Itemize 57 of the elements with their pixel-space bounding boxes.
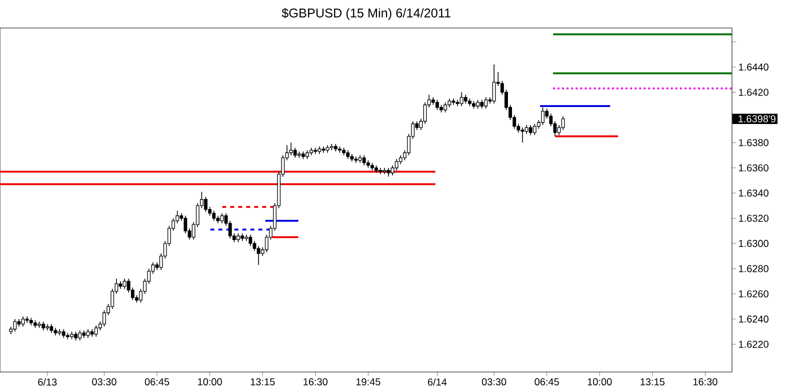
x-tick-label: 03:30	[482, 378, 506, 386]
x-tick-label: 03:30	[92, 378, 116, 386]
candlestick	[13, 318, 17, 332]
x-tick-label: 06:45	[534, 378, 559, 386]
candlestick	[244, 234, 248, 242]
candlestick	[252, 240, 256, 252]
candlestick	[484, 96, 488, 110]
candlestick	[354, 156, 358, 164]
candlestick	[94, 324, 98, 338]
candlestick	[78, 330, 82, 341]
y-tick-label: 1.6240	[739, 316, 768, 323]
x-tick-label: 16:30	[304, 378, 328, 386]
x-tick-label: 6/13	[38, 378, 57, 386]
candlestick	[297, 151, 301, 158]
candlestick	[102, 310, 106, 328]
x-tick-label: 06:45	[144, 378, 170, 386]
candlestick	[561, 116, 565, 130]
candlestick	[21, 316, 25, 328]
y-tick-label: 1.6340	[739, 190, 768, 197]
x-tick-label: 6/14	[428, 378, 447, 386]
candlestick	[248, 234, 252, 246]
candlestick	[532, 123, 536, 136]
y-tick-label: 1.6320	[739, 214, 768, 222]
candlestick	[204, 196, 208, 212]
candlestick	[25, 316, 29, 324]
y-tick-label: 1.6300	[739, 240, 768, 248]
x-tick-label: 10:00	[198, 378, 222, 386]
candlestick	[212, 210, 216, 222]
y-tick-label: 1.6260	[739, 290, 768, 298]
x-tick-label: 19:45	[356, 378, 380, 386]
candlestick	[460, 92, 464, 107]
candlestick	[444, 102, 448, 113]
candlestick	[452, 98, 456, 106]
y-tick-label: 1.6440	[739, 64, 768, 71]
candlestick	[394, 158, 398, 171]
y-tick-label: 1.6220	[739, 340, 768, 348]
x-tick-label: 16:30	[693, 378, 718, 386]
candlestick	[58, 328, 62, 336]
x-tick-label: 10:00	[588, 378, 612, 386]
candlestick	[256, 246, 260, 266]
candlestick	[314, 147, 318, 154]
candlestick	[528, 124, 532, 136]
x-tick-label: 13:15	[640, 378, 665, 386]
y-tick-label: 1.6420	[739, 88, 768, 96]
candlestick	[492, 64, 496, 104]
candlestick	[293, 147, 297, 158]
y-tick-label: 1.6280	[739, 265, 768, 272]
text: 1.6398'9	[738, 115, 776, 122]
y-tick-label: 1.6360	[739, 164, 768, 172]
chart-title: $GBPUSD (15 Min) 6/14/2011	[282, 8, 450, 20]
candlestick	[520, 127, 524, 144]
candlestick	[435, 99, 439, 110]
candlestick	[541, 106, 544, 126]
y-tick-label: 1.6380	[739, 139, 768, 146]
candlestick	[362, 154, 366, 166]
candlestick	[184, 215, 188, 234]
x-tick-label: 13:15	[250, 378, 275, 386]
